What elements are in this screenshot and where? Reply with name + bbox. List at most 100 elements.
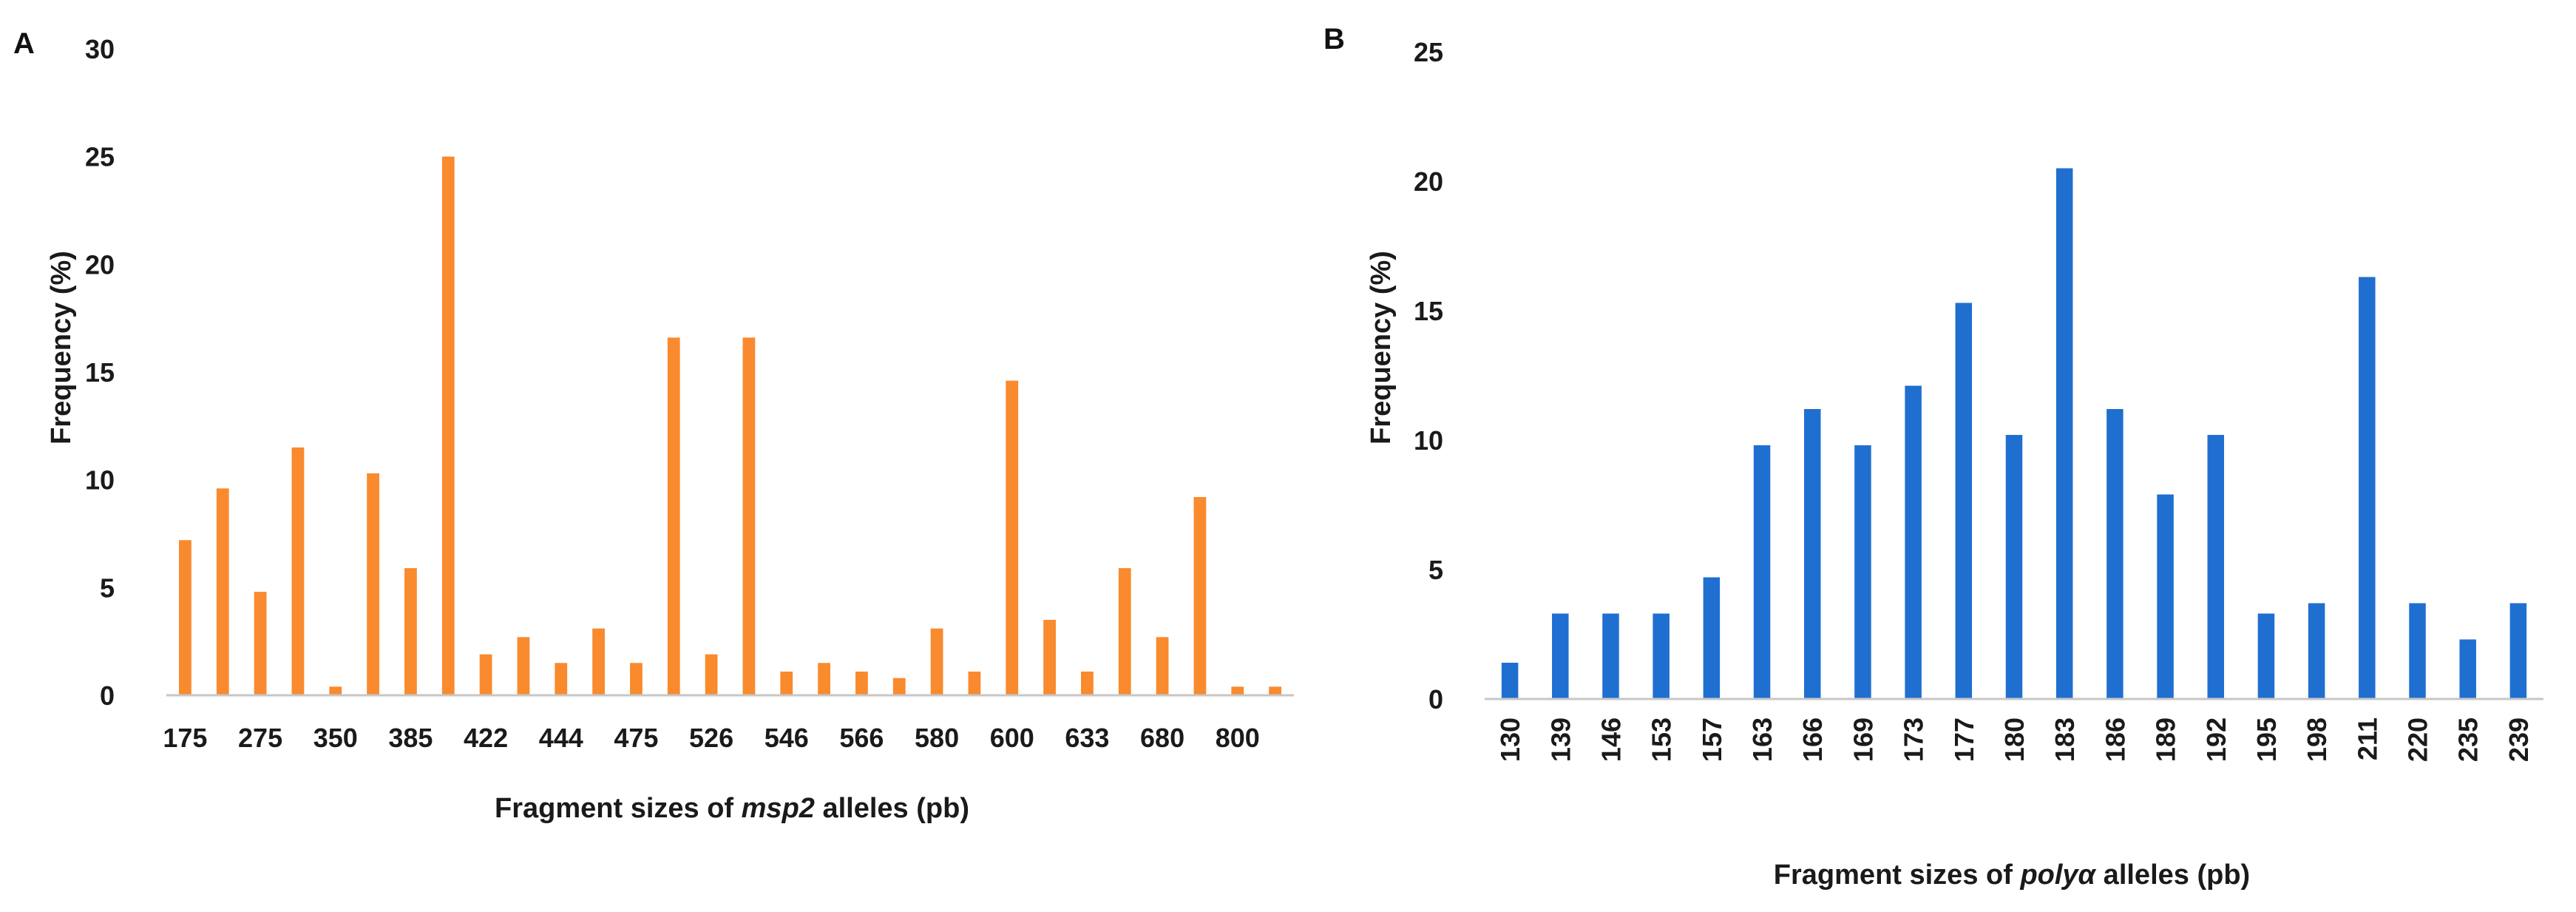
chart-a-x-tick-24: 633 — [1065, 723, 1109, 753]
chart-b-x-tick-12: 186 — [2100, 717, 2130, 762]
chart-b-bar-5 — [1753, 445, 1771, 699]
chart-a-y-tick-30: 30 — [85, 34, 115, 64]
chart-b-y-tick-10: 10 — [1414, 425, 1443, 456]
chart-b-bar-20 — [2509, 603, 2527, 699]
chart-b-x-tick-4: 157 — [1697, 717, 1727, 762]
chart-b-x-tick-5: 163 — [1747, 717, 1777, 762]
chart-b-x-tick-6: 166 — [1797, 717, 1828, 762]
chart-b-bar-0 — [1501, 663, 1519, 699]
chart-b-bar-8 — [1905, 385, 1922, 699]
chart-a-x-tick-12: 475 — [614, 723, 658, 753]
chart-a-x-tick-2: 275 — [238, 723, 282, 753]
chart-b-bar-19 — [2459, 639, 2476, 699]
panel-a-letter: A — [13, 27, 35, 60]
chart-a-x-tick-6: 385 — [388, 723, 433, 753]
chart-b-bar-3 — [1653, 613, 1670, 699]
chart-a-y-tick-15: 15 — [85, 357, 115, 388]
chart-a-bar-14 — [705, 654, 718, 695]
chart-a-bar-8 — [479, 654, 492, 695]
chart-a-bar-19 — [892, 678, 906, 695]
chart-b-bar-4 — [1703, 577, 1721, 699]
chart-b-y-tick-25: 25 — [1414, 37, 1443, 67]
chart-b-y-tick-20: 20 — [1414, 166, 1443, 197]
chart-a-x-tick-20: 580 — [915, 723, 959, 753]
chart-a-msp2: 0 5 10 15 20 25 30 175 275 350 385 422 444 475 526 546 5… — [46, 34, 1294, 824]
chart-b-x-tick-0: 130 — [1495, 717, 1525, 762]
chart-a-x-tick-14: 526 — [689, 723, 733, 753]
chart-b-bar-11 — [2055, 168, 2073, 699]
chart-b-x-tick-15: 195 — [2251, 717, 2282, 762]
chart-a-x-tick-10: 444 — [539, 723, 583, 753]
chart-a-bar-5 — [367, 473, 379, 695]
chart-a-bar-12 — [630, 663, 643, 695]
chart-b-x-tick-9: 177 — [1949, 717, 1979, 762]
chart-a-bar-10 — [555, 663, 568, 695]
chart-a-bar-28 — [1231, 686, 1244, 695]
chart-b-y-tick-5: 5 — [1428, 555, 1443, 585]
chart-a-bar-21 — [968, 671, 981, 695]
chart-b-x-tick-19: 235 — [2453, 717, 2484, 762]
chart-a-bar-2 — [254, 592, 267, 695]
chart-a-x-axis-title: Fragment sizes of msp2 alleles (pb) — [495, 793, 969, 824]
chart-a-bar-9 — [517, 637, 530, 695]
chart-b-x-tick-1: 139 — [1545, 717, 1576, 762]
chart-a-x-tick-8: 422 — [464, 723, 508, 753]
chart-a-bar-23 — [1043, 620, 1056, 695]
chart-a-bar-17 — [818, 663, 830, 695]
chart-b-bar-12 — [2106, 409, 2123, 699]
chart-b-x-tick-13: 189 — [2151, 717, 2181, 762]
chart-a-bar-13 — [667, 337, 680, 695]
chart-a-y-axis-title: Frequency (%) — [46, 251, 77, 445]
chart-a-bar-6 — [404, 568, 417, 695]
chart-a-bar-18 — [855, 671, 868, 695]
chart-a-bar-7 — [441, 156, 455, 695]
chart-b-x-tick-8: 173 — [1899, 717, 1929, 762]
chart-b-bar-2 — [1602, 613, 1619, 699]
chart-b-x-tick-16: 198 — [2302, 717, 2332, 762]
chart-a-y-tick-20: 20 — [85, 249, 115, 280]
chart-a-bar-16 — [780, 671, 793, 695]
chart-b-x-tick-17: 211 — [2352, 717, 2382, 760]
chart-b-bar-18 — [2409, 603, 2426, 699]
chart-b-bar-9 — [1955, 303, 1973, 699]
chart-b-y-axis-title: Frequency (%) — [1366, 251, 1397, 445]
chart-a-y-tick-10: 10 — [85, 465, 115, 496]
chart-a-x-tick-28: 800 — [1216, 723, 1260, 753]
chart-a-bar-3 — [291, 447, 305, 695]
chart-b-x-tick-14: 192 — [2201, 717, 2231, 762]
chart-b-x-tick-20: 239 — [2504, 717, 2534, 762]
chart-a-bar-27 — [1193, 496, 1207, 695]
chart-b-bar-16 — [2308, 603, 2325, 699]
chart-b-x-axis-title: Fragment sizes of polyα alleles (pb) — [1774, 859, 2250, 891]
chart-b-x-tick-10: 180 — [1999, 717, 2030, 762]
chart-b-bar-17 — [2359, 277, 2376, 699]
chart-a-x-tick-26: 680 — [1140, 723, 1184, 753]
chart-a-bar-26 — [1156, 637, 1169, 695]
chart-b-polya: 0 5 10 15 20 25 130 139 146 153 157 163 166 169 173 177… — [1366, 37, 2543, 891]
chart-a-x-tick-22: 600 — [990, 723, 1034, 753]
chart-a-bar-0 — [179, 540, 191, 695]
chart-b-bar-7 — [1854, 445, 1871, 699]
chart-b-x-tick-2: 146 — [1596, 717, 1626, 762]
chart-b-bar-14 — [2207, 435, 2225, 699]
chart-a-x-tick-4: 350 — [313, 723, 358, 753]
chart-b-x-tick-7: 169 — [1848, 717, 1878, 762]
chart-b-x-tick-3: 153 — [1647, 717, 1677, 762]
chart-a-bar-29 — [1269, 686, 1281, 695]
chart-a-bar-24 — [1081, 671, 1094, 695]
chart-a-y-tick-5: 5 — [100, 572, 115, 603]
chart-a-y-tick-0: 0 — [100, 680, 115, 711]
panel-b-letter: B — [1323, 23, 1345, 55]
chart-a-bar-1 — [216, 488, 229, 695]
chart-a-bar-22 — [1006, 380, 1019, 695]
chart-b-bar-1 — [1552, 613, 1569, 699]
chart-b-bar-10 — [2005, 435, 2023, 699]
chart-a-y-tick-25: 25 — [85, 142, 115, 172]
chart-b-x-tick-18: 220 — [2403, 717, 2433, 762]
chart-b-y-tick-15: 15 — [1414, 296, 1443, 326]
chart-a-bar-11 — [592, 628, 605, 695]
chart-b-x-tick-11: 183 — [2050, 717, 2080, 762]
chart-b-y-tick-0: 0 — [1428, 684, 1443, 715]
chart-b-bar-15 — [2257, 613, 2275, 699]
